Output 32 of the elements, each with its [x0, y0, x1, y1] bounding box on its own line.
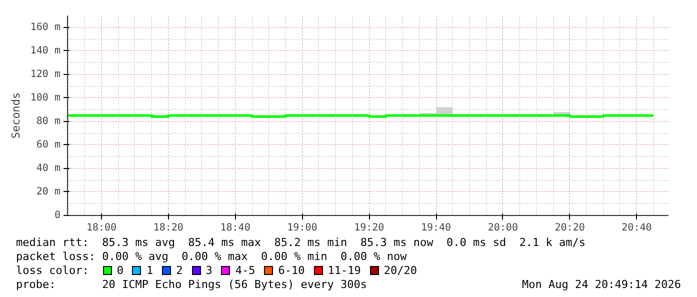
y-tick-label: 60 m — [36, 139, 61, 150]
text: Mon Aug 24 20:49:14 2026 — [522, 278, 681, 292]
y-axis-title: Seconds — [9, 92, 22, 139]
y-tick-label: 100 m — [30, 92, 61, 104]
x-tick-label: 20:00 — [488, 222, 518, 234]
y-tick-label: 80 m — [36, 116, 61, 127]
text: probe: 20 ICMP Echo Pings (56 Bytes) every 300s — [16, 278, 367, 292]
text: packet loss: 0.00 % avg 0.00 % max 0.00 % min 0.00 % now — [16, 250, 408, 264]
legend-label: 6-10 — [278, 264, 305, 277]
x-tick-label: 20:20 — [554, 222, 585, 234]
legend-label: 3 — [206, 264, 212, 277]
legend-title: loss color: — [16, 264, 89, 277]
y-tick-label: 40 m — [36, 162, 61, 174]
legend-label: 1 — [146, 264, 154, 277]
y-tick-label: 20 m — [36, 186, 61, 198]
x-tick-label: 18:40 — [220, 222, 250, 234]
legend-label: 20/20 — [384, 264, 417, 277]
legend-label: 0 — [116, 264, 124, 277]
y-tick-label: 160 m — [30, 22, 61, 33]
text: median rtt: 85.3 ms avg 85.4 ms max 85.2 ms min 85.3 ms now 0.0 ms sd 2.1 k am/s — [16, 236, 587, 250]
x-tick-label: 18:00 — [86, 222, 117, 234]
x-tick-label: 19:20 — [354, 222, 384, 234]
x-tick-label: 18:20 — [153, 222, 184, 234]
legend-label: 2 — [176, 264, 183, 277]
x-tick-label: 20:40 — [622, 222, 652, 234]
legend-label: 4-5 — [235, 264, 256, 277]
y-tick-label: 120 m — [30, 68, 61, 80]
legend-label: 11-19 — [328, 264, 361, 277]
y-tick-label: 0 — [54, 210, 61, 221]
x-tick-label: 19:40 — [420, 222, 452, 234]
x-tick-label: 19:00 — [287, 222, 318, 234]
y-tick-label: 140 m — [30, 45, 61, 56]
